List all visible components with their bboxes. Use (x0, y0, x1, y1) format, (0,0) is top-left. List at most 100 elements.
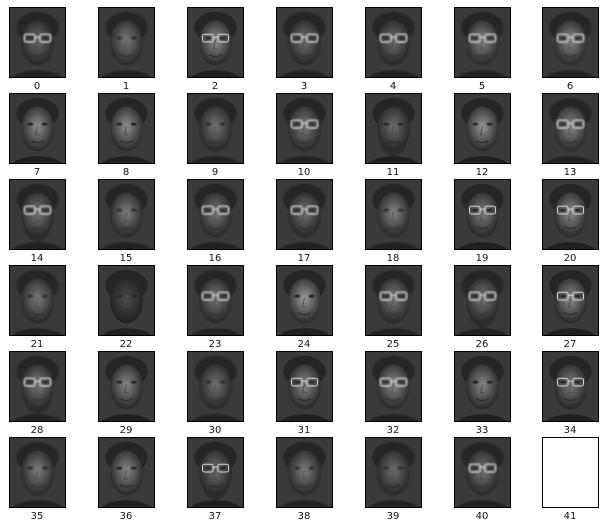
face-index-label: 29 (119, 425, 133, 436)
face-image (98, 93, 155, 164)
face-image (9, 7, 66, 78)
face-image (276, 7, 333, 78)
face-panel: 39 (356, 437, 430, 523)
face-image (542, 7, 599, 78)
face-panel: 35 (0, 437, 74, 523)
face-panel: 29 (89, 351, 163, 437)
face-image (365, 437, 422, 508)
face-image (365, 179, 422, 250)
face-panel: 2 (178, 7, 252, 93)
face-index-label: 9 (211, 167, 219, 178)
face-image (98, 351, 155, 422)
face-image (187, 93, 244, 164)
face-index-label: 7 (33, 167, 41, 178)
face-index-label: 38 (297, 511, 311, 522)
face-index-label: 5 (478, 81, 486, 92)
face-panel: 19 (445, 179, 519, 265)
face-panel: 18 (356, 179, 430, 265)
face-panel: 4 (356, 7, 430, 93)
face-panel: 38 (267, 437, 341, 523)
face-image (454, 7, 511, 78)
face-image (454, 351, 511, 422)
face-panel: 17 (267, 179, 341, 265)
face-panel: 0 (0, 7, 74, 93)
face-image (454, 265, 511, 336)
face-index-label: 14 (30, 253, 44, 264)
face-index-label: 28 (30, 425, 44, 436)
face-image (9, 351, 66, 422)
face-panel: 21 (0, 265, 74, 351)
face-image (187, 7, 244, 78)
face-index-label: 23 (208, 339, 222, 350)
face-index-label: 25 (386, 339, 400, 350)
face-image (276, 179, 333, 250)
face-image (98, 437, 155, 508)
face-panel: 5 (445, 7, 519, 93)
face-index-label: 37 (208, 511, 222, 522)
face-image (365, 265, 422, 336)
face-panel: 28 (0, 351, 74, 437)
face-image (187, 351, 244, 422)
face-index-label: 33 (475, 425, 489, 436)
face-panel: 13 (533, 93, 607, 179)
face-image (276, 265, 333, 336)
face-index-label: 24 (297, 339, 311, 350)
face-image (365, 7, 422, 78)
face-panel: 32 (356, 351, 430, 437)
face-image (187, 265, 244, 336)
face-panel: 15 (89, 179, 163, 265)
face-panel: 14 (0, 179, 74, 265)
face-panel: 34 (533, 351, 607, 437)
face-index-label: 12 (475, 167, 489, 178)
face-panel: 20 (533, 179, 607, 265)
face-index-label: 6 (566, 81, 574, 92)
face-panel: 37 (178, 437, 252, 523)
face-index-label: 27 (563, 339, 577, 350)
face-image (276, 93, 333, 164)
face-index-label: 32 (386, 425, 400, 436)
face-panel: 27 (533, 265, 607, 351)
face-panel: 25 (356, 265, 430, 351)
face-image (454, 437, 511, 508)
face-index-label: 3 (300, 81, 308, 92)
face-image (98, 179, 155, 250)
face-panel: 9 (178, 93, 252, 179)
face-image (365, 93, 422, 164)
face-index-label: 31 (297, 425, 311, 436)
face-index-label: 40 (475, 511, 489, 522)
face-index-label: 26 (475, 339, 489, 350)
face-index-label: 10 (297, 167, 311, 178)
face-image (542, 179, 599, 250)
face-panel: 3 (267, 7, 341, 93)
face-panel: 7 (0, 93, 74, 179)
face-image (454, 93, 511, 164)
face-index-label: 1 (122, 81, 130, 92)
face-image (9, 437, 66, 508)
face-panel: 40 (445, 437, 519, 523)
face-panel: 30 (178, 351, 252, 437)
face-index-label: 13 (563, 167, 577, 178)
face-index-label: 4 (389, 81, 397, 92)
face-image (276, 351, 333, 422)
face-index-label: 18 (386, 253, 400, 264)
face-index-label: 34 (563, 425, 577, 436)
face-panel: 16 (178, 179, 252, 265)
face-index-label: 2 (211, 81, 219, 92)
face-panel: 8 (89, 93, 163, 179)
face-panel: 33 (445, 351, 519, 437)
face-panel: 12 (445, 93, 519, 179)
face-image (98, 265, 155, 336)
face-image (9, 179, 66, 250)
face-index-label: 17 (297, 253, 311, 264)
face-index-label: 36 (119, 511, 133, 522)
face-panel: 10 (267, 93, 341, 179)
face-image (9, 265, 66, 336)
face-image (276, 437, 333, 508)
face-index-label: 19 (475, 253, 489, 264)
face-image (542, 93, 599, 164)
face-index-label: 8 (122, 167, 130, 178)
face-index-label: 0 (33, 81, 41, 92)
empty-face-image (542, 437, 599, 508)
face-panel: 23 (178, 265, 252, 351)
face-image (98, 7, 155, 78)
